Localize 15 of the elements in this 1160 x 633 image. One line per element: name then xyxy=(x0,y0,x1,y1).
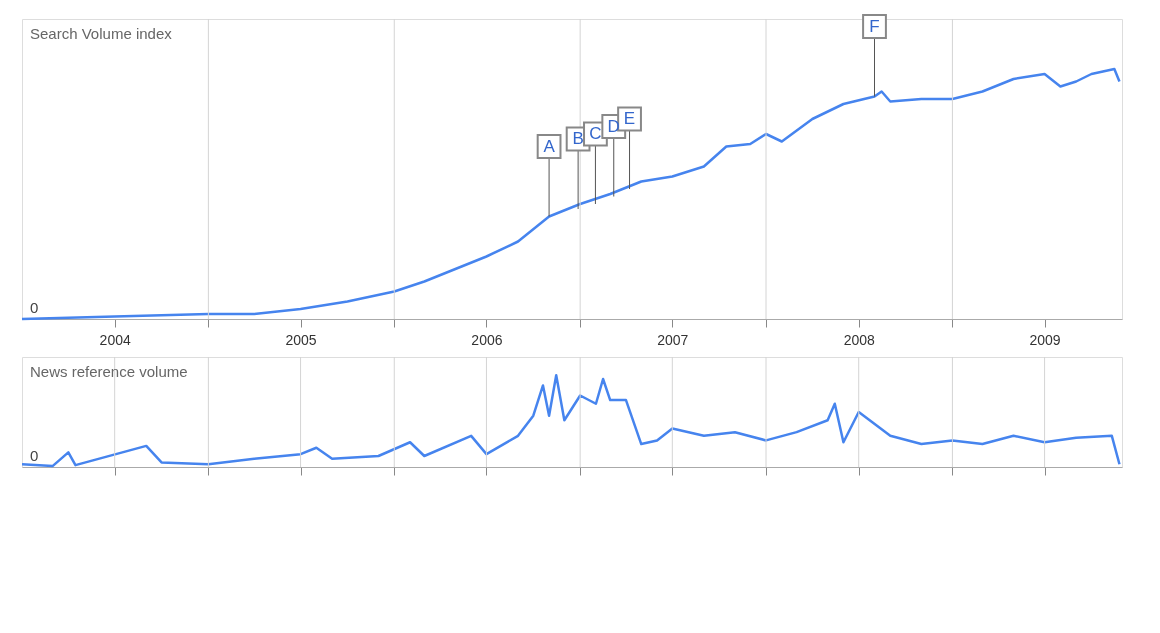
y-axis-title: Search Volume index xyxy=(30,25,173,42)
annotation: C xyxy=(589,124,602,143)
x-tick-label: 2008 xyxy=(843,331,875,348)
annotation: B xyxy=(572,129,584,148)
x-tick-label: 2006 xyxy=(471,331,503,348)
x-tick-label: 2004 xyxy=(99,331,131,348)
x-tick-label: 2005 xyxy=(285,331,317,348)
x-tick-label: 2009 xyxy=(1029,331,1061,348)
y-axis-title: News reference volume xyxy=(30,363,188,380)
annotation: A xyxy=(543,136,556,156)
annotation: F xyxy=(869,16,880,36)
annotation: E xyxy=(623,109,636,128)
annotation: 0 xyxy=(30,299,39,316)
annotation: 0 xyxy=(30,447,39,464)
x-tick-label: 2007 xyxy=(657,331,689,348)
